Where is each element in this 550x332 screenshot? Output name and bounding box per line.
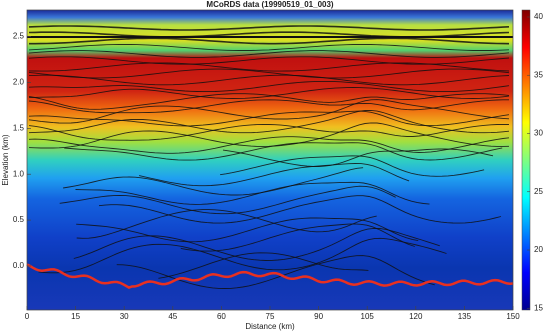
internal-layer (28, 123, 510, 141)
y-tick-label: 1.0 (13, 169, 25, 178)
x-tick-label: 75 (266, 312, 275, 321)
x-tick-label: 45 (168, 312, 177, 321)
y-tick-label: 2.0 (13, 78, 25, 87)
internal-layer (28, 110, 510, 127)
colorbar-tick-label: 20 (534, 245, 543, 254)
x-tick-label: 120 (409, 312, 423, 321)
internal-layer (73, 227, 440, 261)
colorbar-tick-label: 40 (534, 12, 543, 21)
internal-layer (98, 195, 502, 224)
internal-layer (116, 255, 435, 289)
colorbar-tick-label: 25 (534, 187, 543, 196)
internal-layer (28, 62, 510, 72)
x-tick-label: 0 (25, 312, 30, 321)
x-tick-label: 135 (458, 312, 472, 321)
internal-layer (59, 185, 396, 215)
internal-layer (28, 80, 510, 93)
x-tick-label: 30 (120, 312, 129, 321)
colorbar-tick-label: 30 (534, 129, 543, 138)
colorbar-tick-label: 15 (534, 303, 543, 312)
internal-layer (28, 74, 510, 86)
internal-layer (28, 99, 509, 114)
y-tick-label: 0.0 (13, 261, 25, 270)
internal-layer (158, 252, 369, 279)
x-axis-label: Distance (km) (245, 322, 295, 331)
chart-title: MCoRDS data (19990519_01_003) (206, 0, 334, 9)
bed-line (26, 263, 514, 289)
y-tick-label: 1.5 (13, 123, 25, 132)
internal-layer (28, 99, 510, 124)
layers (26, 25, 514, 289)
internal-layer (75, 181, 430, 205)
y-axis-label: Elevation (km) (1, 134, 10, 185)
x-tick-label: 60 (217, 312, 226, 321)
internal-layer (28, 87, 510, 99)
internal-layer (76, 209, 377, 239)
internal-layer (222, 148, 494, 167)
internal-layer (38, 237, 447, 274)
x-tick-label: 105 (361, 312, 375, 321)
internal-layer (76, 217, 419, 243)
x-tick-label: 90 (314, 312, 323, 321)
y-tick-label: 2.5 (13, 32, 25, 41)
internal-layer (28, 50, 510, 58)
internal-layer (28, 109, 510, 134)
internal-layer (28, 44, 510, 51)
y-tick-label: 0.5 (13, 215, 25, 224)
internal-layer (139, 163, 410, 187)
internal-layer (28, 136, 510, 154)
colorbar-tick-label: 35 (534, 70, 543, 79)
internal-layer (28, 25, 510, 31)
internal-layer (63, 167, 364, 196)
internal-layer (64, 142, 503, 161)
internal-layer (28, 93, 510, 110)
internal-layer (28, 68, 510, 79)
x-tick-label: 15 (71, 312, 80, 321)
internal-layer (29, 37, 510, 45)
x-tick-label: 150 (506, 312, 520, 321)
internal-layer (220, 155, 485, 177)
colorbar (521, 9, 531, 311)
